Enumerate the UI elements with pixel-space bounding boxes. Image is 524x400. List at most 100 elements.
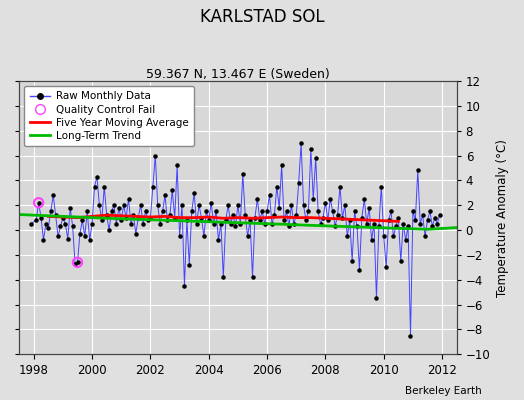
Point (192, 221, 201, 227)
Point (302, 217, 310, 223)
Point (183, 217, 191, 223)
Point (139, 221, 147, 227)
Point (112, 221, 121, 227)
Point (425, 208, 434, 215)
Point (85, 237, 94, 243)
Point (61, 221, 70, 227)
Point (47, 208, 55, 215)
Point (185, 262, 193, 268)
Point (275, 204, 283, 211)
Point (343, 233, 352, 240)
Point (93, 174, 101, 180)
Point (156, 221, 165, 227)
Point (163, 217, 172, 223)
Point (282, 208, 291, 215)
Point (226, 221, 235, 227)
Point (202, 208, 211, 215)
Point (238, 171, 247, 177)
Point (107, 208, 116, 215)
Point (385, 217, 393, 223)
Y-axis label: Temperature Anomaly (°C): Temperature Anomaly (°C) (496, 139, 509, 296)
Point (421, 233, 429, 240)
Point (379, 233, 388, 240)
Point (66, 204, 74, 211)
Point (258, 208, 266, 215)
Point (212, 208, 220, 215)
Point (287, 202, 296, 208)
Point (351, 208, 359, 215)
Point (307, 146, 315, 152)
Point (392, 223, 400, 230)
Point (435, 212, 444, 218)
Point (197, 214, 205, 221)
Point (134, 214, 143, 221)
Point (345, 217, 354, 223)
Point (129, 212, 138, 218)
Point (63, 236, 72, 242)
Point (280, 217, 288, 223)
Point (180, 283, 189, 289)
Text: KARLSTAD SOL: KARLSTAD SOL (200, 8, 324, 26)
Point (270, 212, 279, 218)
Point (51, 212, 60, 218)
Point (158, 208, 167, 215)
Point (290, 221, 298, 227)
Point (224, 202, 233, 208)
Point (326, 196, 334, 202)
Point (250, 214, 259, 221)
Legend: Raw Monthly Data, Quality Control Fail, Five Year Moving Average, Long-Term Tren: Raw Monthly Data, Quality Control Fail, … (25, 86, 193, 146)
Point (336, 183, 344, 190)
Point (431, 214, 439, 221)
Point (117, 217, 125, 223)
Point (377, 183, 386, 190)
Point (49, 192, 58, 198)
Point (419, 212, 427, 218)
Point (236, 221, 245, 227)
Point (173, 162, 181, 169)
Point (285, 223, 293, 230)
Point (56, 223, 64, 230)
Point (416, 221, 424, 227)
Point (365, 204, 374, 211)
Point (231, 223, 239, 230)
Point (353, 223, 361, 230)
Point (42, 221, 50, 227)
Point (90, 183, 99, 190)
Point (144, 217, 152, 223)
Point (294, 180, 303, 186)
Point (119, 202, 128, 208)
Point (423, 217, 432, 223)
Point (389, 233, 398, 240)
Point (124, 196, 133, 202)
Point (348, 258, 356, 264)
Point (333, 212, 342, 218)
Point (246, 217, 254, 223)
Point (304, 208, 313, 215)
Point (151, 152, 159, 159)
Point (363, 221, 371, 227)
Text: Berkeley Earth: Berkeley Earth (406, 386, 482, 396)
Point (105, 227, 113, 233)
Point (59, 214, 67, 221)
Point (27, 221, 36, 227)
Point (83, 208, 91, 215)
Point (263, 208, 271, 215)
Point (355, 267, 364, 273)
Point (324, 217, 332, 223)
Point (97, 217, 106, 223)
Point (394, 214, 402, 221)
Point (127, 221, 135, 227)
Point (272, 183, 281, 190)
Point (309, 196, 318, 202)
Point (71, 260, 79, 267)
Point (44, 224, 52, 231)
Point (360, 196, 368, 202)
Point (188, 208, 196, 215)
Point (141, 208, 150, 215)
Title: 59.367 N, 13.467 E (Sweden): 59.367 N, 13.467 E (Sweden) (146, 68, 330, 81)
Point (248, 274, 257, 280)
Point (268, 221, 276, 227)
Point (168, 187, 177, 194)
Point (161, 192, 169, 198)
Point (358, 214, 366, 221)
